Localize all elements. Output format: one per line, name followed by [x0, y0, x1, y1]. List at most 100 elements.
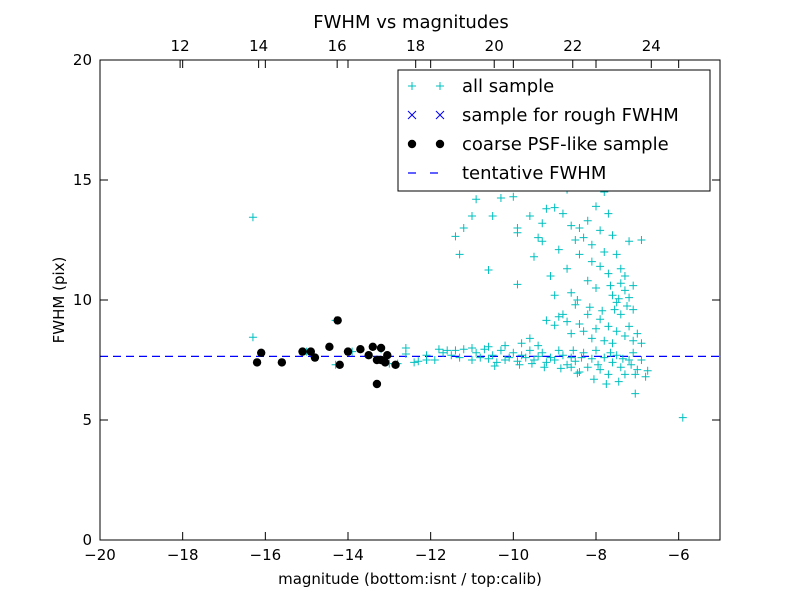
- x-tick-label: −14: [332, 546, 364, 564]
- all-sample-point: [530, 252, 538, 261]
- all-sample-point: [637, 339, 646, 348]
- all-sample-point: [447, 351, 456, 360]
- all-sample-point: [598, 306, 607, 315]
- all-sample-point: [625, 237, 634, 246]
- psf-sample-point: [306, 347, 315, 356]
- all-sample-point: [459, 224, 468, 232]
- all-sample-point: [443, 346, 452, 355]
- all-sample-point: [616, 310, 625, 319]
- all-sample-point: [631, 370, 640, 379]
- all-sample-point: [554, 312, 563, 321]
- psf-sample-point: [325, 342, 334, 351]
- all-sample-point: [542, 316, 551, 325]
- all-sample-point: [627, 360, 636, 369]
- all-sample-point: [558, 310, 567, 319]
- all-sample-point: [521, 353, 530, 362]
- all-sample-point: [455, 353, 464, 362]
- legend-marker: [436, 82, 444, 90]
- all-sample-point: [488, 351, 497, 360]
- psf-sample-point: [277, 358, 287, 367]
- legend-label: all sample: [462, 76, 554, 97]
- all-sample-point: [496, 194, 505, 202]
- all-sample-point: [569, 346, 578, 355]
- all-sample-point: [554, 346, 563, 355]
- all-sample-point: [571, 300, 580, 309]
- all-sample-point: [501, 356, 510, 364]
- all-sample-point: [530, 356, 538, 364]
- all-sample-point: [631, 389, 640, 398]
- y-tick-label: 15: [73, 171, 92, 189]
- all-sample-point: [600, 353, 609, 362]
- psf-sample-point: [391, 360, 400, 369]
- x-axis-top: 12 14 16 18 20 22 24: [171, 37, 661, 68]
- all-sample-point: [612, 351, 621, 360]
- all-sample-point: [608, 339, 617, 348]
- top-x-tick-label: 18: [406, 37, 425, 55]
- all-sample-point: [472, 195, 481, 204]
- all-sample-point: [579, 327, 588, 336]
- all-sample-point: [563, 360, 572, 369]
- psf-sample-point: [368, 342, 377, 351]
- all-sample-point: [575, 368, 584, 376]
- all-sample-point: [633, 365, 642, 374]
- all-sample-point: [604, 370, 613, 379]
- all-sample-point: [608, 358, 617, 367]
- all-sample-point: [451, 346, 460, 355]
- y-tick-label: 10: [73, 291, 92, 309]
- all-sample-point: [563, 317, 572, 326]
- all-sample-point: [484, 342, 493, 351]
- all-sample-point: [538, 348, 547, 357]
- all-sample-point: [490, 362, 499, 370]
- all-sample-point: [517, 351, 526, 360]
- all-sample-point: [472, 348, 481, 357]
- all-sample-point: [248, 333, 257, 342]
- all-sample-point: [620, 370, 629, 379]
- all-sample-point: [612, 298, 621, 307]
- all-sample-point: [410, 358, 419, 367]
- psf-sample-point: [333, 316, 342, 325]
- all-sample-point: [534, 341, 543, 350]
- all-sample-point: [620, 272, 629, 280]
- all-sample-point: [546, 353, 555, 362]
- all-sample-point: [606, 348, 615, 357]
- all-sample-point: [614, 377, 623, 386]
- all-sample-point: [540, 363, 549, 372]
- all-sample-point: [558, 209, 567, 218]
- all-sample-point: [515, 360, 524, 369]
- all-sample-point: [612, 327, 621, 336]
- all-sample-point: [608, 231, 617, 240]
- all-sample-point: [455, 250, 464, 259]
- all-sample-point: [513, 280, 522, 289]
- legend-marker: [435, 139, 445, 149]
- top-x-tick-label: 16: [328, 37, 347, 55]
- top-x-tick-label: 14: [249, 37, 268, 55]
- all-sample-point: [480, 345, 489, 354]
- all-sample-point: [575, 250, 584, 259]
- all-sample-point: [509, 348, 518, 357]
- all-sample-point: [592, 346, 600, 355]
- all-sample-point: [567, 329, 576, 338]
- all-sample-point: [625, 356, 634, 364]
- all-sample-point: [538, 219, 547, 228]
- legend-marker: [407, 110, 417, 120]
- all-sample-point: [585, 303, 594, 312]
- psf-sample-point: [376, 343, 386, 353]
- all-sample-point: [248, 213, 257, 222]
- all-sample-point: [616, 279, 625, 288]
- all-sample-point: [587, 240, 596, 249]
- x-tick-label: −10: [498, 546, 530, 564]
- all-sample-point: [579, 233, 588, 242]
- all-sample-point: [546, 272, 555, 280]
- psf-sample-point: [343, 347, 353, 356]
- all-sample-point: [501, 341, 510, 350]
- all-sample-point: [517, 339, 526, 348]
- all-sample-point: [625, 293, 634, 302]
- all-sample-point: [583, 310, 592, 319]
- all-sample-point: [563, 264, 572, 273]
- all-sample-point: [596, 262, 605, 271]
- legend: all sample sample for rough FWHM coarse PS…: [397, 69, 711, 192]
- psf-sample-point: [252, 358, 262, 367]
- top-x-tick-label: 24: [642, 37, 661, 55]
- all-sample-point: [637, 356, 646, 364]
